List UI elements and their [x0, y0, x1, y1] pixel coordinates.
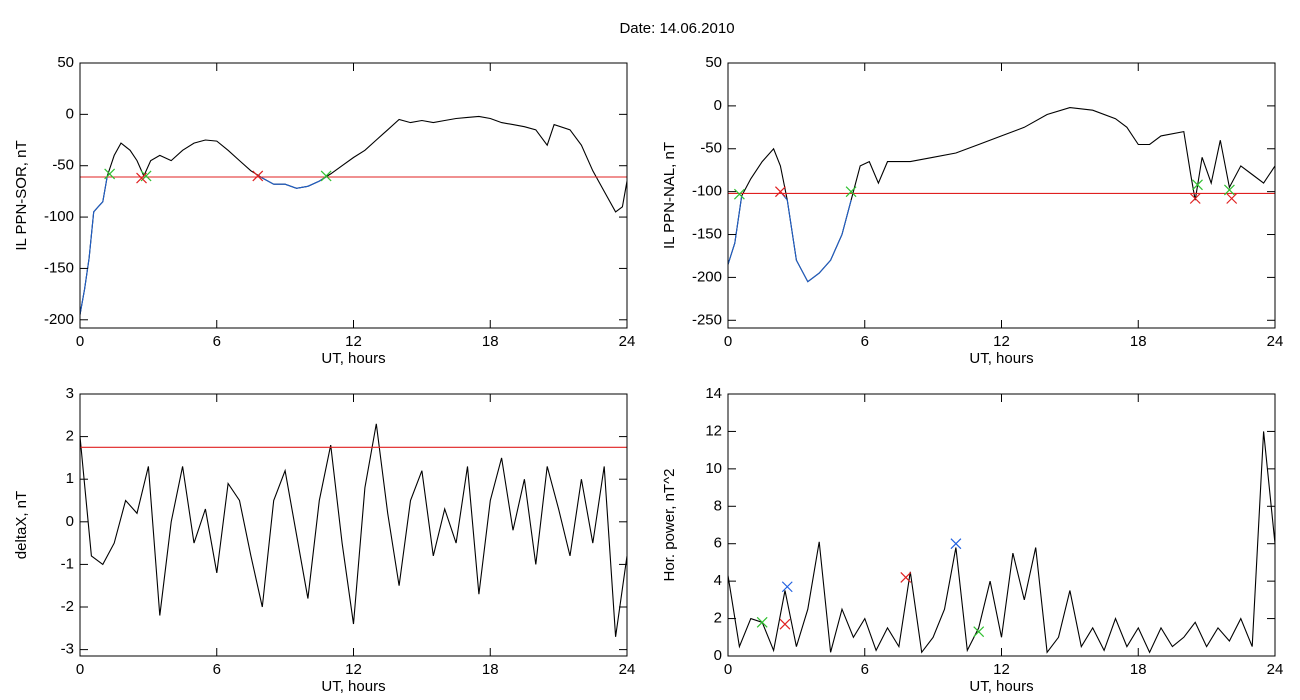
- y-tick-label: -200: [44, 311, 74, 328]
- x-tick-label: 0: [724, 661, 732, 678]
- y-tick-label: 2: [66, 428, 74, 445]
- x-marker: [950, 538, 962, 550]
- x-tick-label: 6: [861, 333, 869, 350]
- x-tick-label: 0: [76, 661, 84, 678]
- y-tick-label: -100: [692, 183, 722, 200]
- x-marker: [845, 186, 857, 198]
- y-tick-label: -200: [692, 268, 722, 285]
- x-tick-label: 24: [1267, 333, 1284, 350]
- x-marker: [1189, 193, 1201, 204]
- y-tick-label: -3: [61, 641, 74, 658]
- x-tick-label: 12: [345, 661, 362, 678]
- x-marker: [1226, 193, 1238, 204]
- data-line: [727, 431, 1276, 654]
- data-line: [257, 175, 327, 189]
- x-marker: [1192, 179, 1203, 191]
- x-tick-label: 24: [619, 661, 636, 678]
- data-line: [79, 175, 108, 315]
- x-tick-label: 18: [482, 333, 499, 350]
- y-tick-label: -100: [44, 208, 74, 225]
- y-tick-label: 6: [714, 535, 722, 552]
- y-tick-label: 50: [705, 54, 722, 71]
- x-tick-label: 18: [1130, 661, 1147, 678]
- data-line: [79, 423, 628, 637]
- x-marker: [774, 186, 786, 198]
- y-tick-label: 2: [714, 610, 722, 627]
- x-marker: [756, 616, 768, 628]
- y-tick-label: -150: [44, 259, 74, 276]
- x-axis-label: UT, hours: [321, 678, 385, 695]
- x-axis-label: UT, hours: [321, 350, 385, 367]
- x-axis-label: UT, hours: [969, 678, 1033, 695]
- y-tick-label: 3: [66, 385, 74, 402]
- x-marker: [733, 188, 745, 200]
- x-tick-label: 24: [1267, 661, 1284, 678]
- x-tick-label: 6: [861, 661, 869, 678]
- y-tick-label: -50: [52, 157, 74, 174]
- y-tick-label: 0: [714, 97, 722, 114]
- x-marker: [1223, 184, 1235, 196]
- y-tick-label: 50: [57, 54, 74, 71]
- y-axis-label: IL PPN-SOR, nT: [13, 140, 30, 250]
- x-tick-label: 24: [619, 333, 636, 350]
- y-tick-label: -2: [61, 598, 74, 615]
- x-tick-label: 0: [724, 333, 732, 350]
- x-marker: [136, 172, 147, 184]
- x-marker: [252, 170, 264, 182]
- x-axis-label: UT, hours: [969, 350, 1033, 367]
- y-tick-label: 0: [714, 647, 722, 664]
- x-tick-label: 12: [993, 661, 1010, 678]
- x-tick-label: 6: [213, 661, 221, 678]
- x-tick-label: 12: [345, 333, 362, 350]
- x-marker: [320, 170, 332, 182]
- x-marker: [973, 626, 985, 638]
- x-marker: [781, 581, 793, 593]
- x-tick-label: 0: [76, 333, 84, 350]
- data-line: [727, 195, 743, 265]
- y-tick-label: 4: [714, 572, 722, 589]
- x-marker: [779, 618, 791, 630]
- y-tick-label: 12: [705, 422, 722, 439]
- x-tick-label: 18: [1130, 333, 1147, 350]
- y-axis-label: IL PPN-NAL, nT: [661, 142, 678, 249]
- y-tick-label: 10: [705, 460, 722, 477]
- y-tick-label: -250: [692, 311, 722, 328]
- y-tick-label: 1: [66, 470, 74, 487]
- y-axis-label: deltaX, nT: [13, 491, 30, 559]
- x-tick-label: 18: [482, 661, 499, 678]
- y-tick-label: -1: [61, 555, 74, 572]
- y-tick-label: 0: [66, 513, 74, 530]
- x-marker: [900, 571, 912, 583]
- y-tick-label: -150: [692, 225, 722, 242]
- y-tick-label: -50: [700, 140, 722, 157]
- y-tick-label: 0: [66, 105, 74, 122]
- y-tick-label: 14: [705, 385, 722, 402]
- x-marker: [104, 168, 116, 180]
- y-tick-label: 8: [714, 497, 722, 514]
- data-line: [779, 191, 852, 283]
- y-axis-label: Hor. power, nT^2: [661, 469, 678, 582]
- x-tick-label: 12: [993, 333, 1010, 350]
- x-tick-label: 6: [213, 333, 221, 350]
- figure-title: Date: 14.06.2010: [619, 20, 734, 37]
